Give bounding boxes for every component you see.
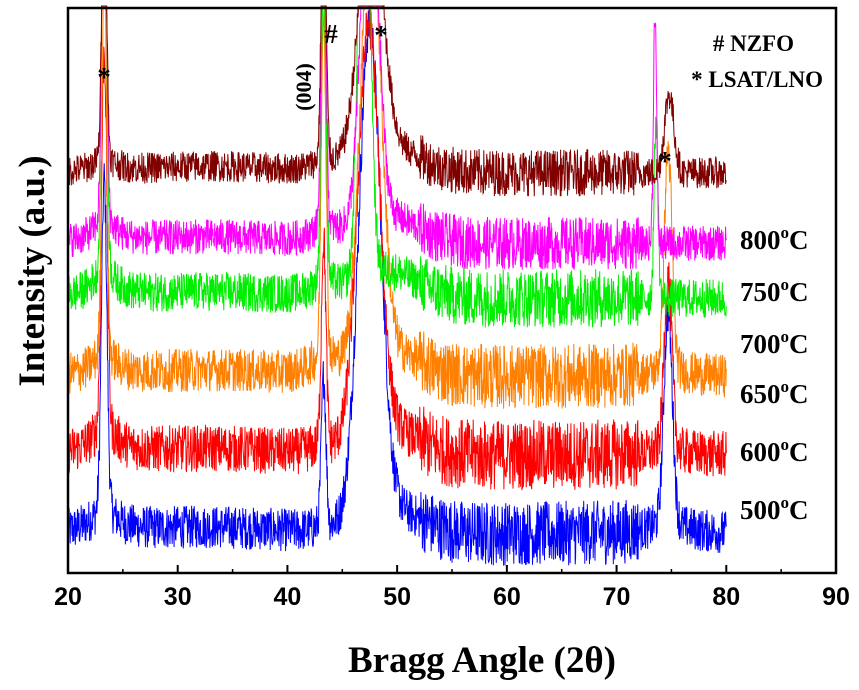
legend: # NZFO * LSAT/LNO bbox=[691, 31, 823, 92]
legend-entry-nzfo: # NZFO bbox=[713, 31, 794, 56]
x-axis-ticks: 20 30 40 50 60 70 80 90 bbox=[54, 565, 850, 611]
series-labels: 500oC 600oC 650oC 700oC 750oC 800oC bbox=[740, 223, 809, 525]
substrate-peak-marker: * bbox=[658, 146, 672, 176]
x-tick-label: 70 bbox=[603, 583, 631, 611]
x-axis-title: Bragg Angle (2θ) bbox=[348, 640, 616, 681]
nzfo-peak-marker: # bbox=[324, 19, 338, 49]
series-line-3 bbox=[67, 5, 727, 328]
x-tick-label: 80 bbox=[712, 583, 740, 611]
series-label-5: 800oC bbox=[740, 223, 809, 255]
peak-index-label: (004) bbox=[291, 63, 316, 111]
series-traces bbox=[67, 5, 727, 566]
series-label-2: 650oC bbox=[740, 377, 809, 409]
x-tick-label: 60 bbox=[493, 583, 521, 611]
series-label-3: 700oC bbox=[740, 327, 809, 359]
series-line-1 bbox=[67, 6, 727, 491]
series-line-4 bbox=[67, 5, 727, 270]
x-tick-label: 90 bbox=[822, 583, 850, 611]
legend-entry-lsat-lno: * LSAT/LNO bbox=[691, 67, 823, 92]
y-axis-title: Intensity (a.u.) bbox=[12, 155, 53, 386]
x-tick-label: 50 bbox=[383, 583, 411, 611]
series-line-5 bbox=[67, 5, 727, 197]
series-line-2 bbox=[67, 5, 727, 409]
substrate-peak-marker: * bbox=[374, 20, 388, 50]
peak-annotations: * # * * (004) bbox=[97, 19, 672, 176]
series-line-0 bbox=[67, 5, 727, 566]
x-tick-label: 40 bbox=[274, 583, 302, 611]
series-label-1: 600oC bbox=[740, 435, 809, 467]
series-label-0: 500oC bbox=[740, 493, 809, 525]
substrate-peak-marker: * bbox=[97, 62, 111, 92]
series-label-4: 750oC bbox=[740, 275, 809, 307]
x-tick-label: 20 bbox=[54, 583, 82, 611]
x-tick-label: 30 bbox=[164, 583, 192, 611]
